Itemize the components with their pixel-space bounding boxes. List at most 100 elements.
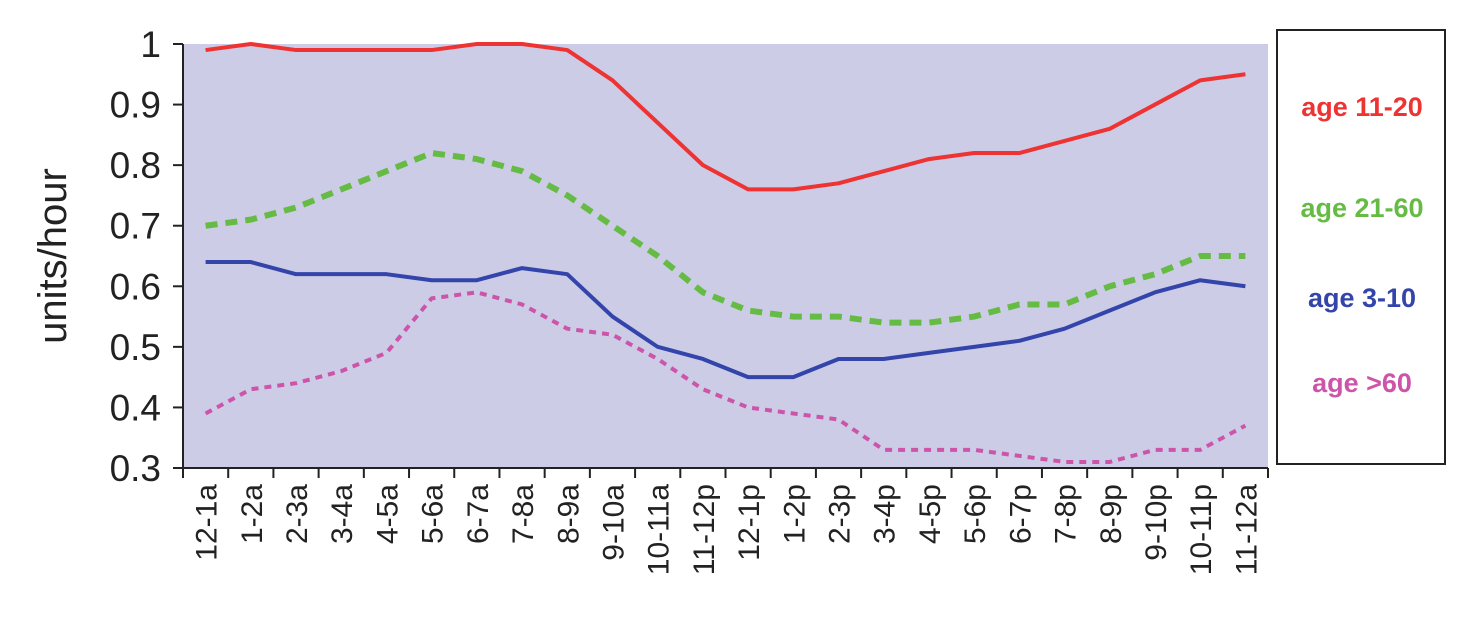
x-tick-label: 12-1a <box>191 484 224 561</box>
data-point <box>565 272 569 276</box>
data-point <box>430 278 434 282</box>
data-point <box>656 254 660 258</box>
data-point <box>791 375 795 379</box>
data-point <box>927 321 931 325</box>
data-point <box>294 272 298 276</box>
legend-entry: age 3-10 <box>1308 283 1416 313</box>
series-line-3 <box>204 290 1247 464</box>
y-axis-title: units/hour <box>31 168 75 344</box>
data-point <box>610 224 614 228</box>
data-point <box>791 315 795 319</box>
data-point <box>339 48 343 52</box>
data-point <box>927 351 931 355</box>
data-point <box>1108 127 1112 131</box>
data-point <box>837 418 841 422</box>
x-tick-label: 8-9a <box>552 484 585 544</box>
data-point <box>339 272 343 276</box>
data-point <box>249 218 253 222</box>
data-point <box>430 296 434 300</box>
data-point <box>791 411 795 415</box>
data-point <box>1063 139 1067 143</box>
plot-background <box>183 44 1268 468</box>
y-tick-label: 0.8 <box>110 145 161 186</box>
x-tick-label: 4-5a <box>371 484 404 544</box>
data-point <box>1198 254 1202 258</box>
x-tick-label: 8-9p <box>1095 484 1128 544</box>
data-point <box>1153 103 1157 107</box>
data-point <box>1108 309 1112 313</box>
data-point <box>882 448 886 452</box>
x-tick-label: 7-8a <box>507 484 540 544</box>
data-point <box>610 315 614 319</box>
x-tick-label: 2-3a <box>281 484 314 544</box>
x-tick-label: 11-12p <box>688 484 721 575</box>
legend-entry: age >60 <box>1312 368 1412 398</box>
data-point <box>1017 302 1021 306</box>
data-point <box>384 169 388 173</box>
data-point <box>384 351 388 355</box>
data-point <box>430 48 434 52</box>
series-line-1 <box>205 150 1246 326</box>
data-point <box>1108 460 1112 464</box>
data-point <box>475 42 479 46</box>
x-tick-label: 9-10p <box>1140 484 1173 561</box>
plot-area <box>183 44 1268 468</box>
x-tick-label: 5-6p <box>959 484 992 544</box>
x-tick-label: 3-4a <box>326 484 359 544</box>
data-point <box>1017 151 1021 155</box>
data-point <box>837 357 841 361</box>
data-point <box>1198 78 1202 82</box>
data-point <box>927 448 931 452</box>
data-point <box>249 260 253 264</box>
x-tick-label: 7-8p <box>1050 484 1083 544</box>
data-point <box>384 272 388 276</box>
legend: age 11-20 age 21-60 age 3-10 age >60 <box>1276 29 1446 465</box>
data-point <box>701 290 705 294</box>
data-point <box>384 48 388 52</box>
data-point <box>294 206 298 210</box>
data-point <box>520 266 524 270</box>
data-point <box>520 169 524 173</box>
x-tick-label: 2-3p <box>824 484 857 544</box>
data-point <box>972 448 976 452</box>
data-point <box>1198 448 1202 452</box>
data-point <box>1243 284 1247 288</box>
data-point <box>837 181 841 185</box>
series-line-2 <box>205 260 1246 380</box>
data-point <box>1198 278 1202 282</box>
data-point <box>656 121 660 125</box>
y-tick-label: 1 <box>140 24 161 65</box>
data-point <box>972 315 976 319</box>
data-point <box>294 381 298 385</box>
data-point <box>565 327 569 331</box>
data-point <box>746 405 750 409</box>
data-point <box>972 151 976 155</box>
x-tick-label: 3-4p <box>869 484 902 544</box>
x-tick-label: 5-6a <box>417 484 450 544</box>
data-point <box>520 302 524 306</box>
data-point <box>1153 448 1157 452</box>
series-lines <box>204 42 1247 464</box>
data-point <box>249 42 253 46</box>
data-point <box>927 157 931 161</box>
data-point <box>1243 424 1247 428</box>
data-point <box>746 187 750 191</box>
x-tick-label: 12-1p <box>733 484 766 561</box>
data-point <box>1063 327 1067 331</box>
data-point <box>1153 272 1157 276</box>
data-point <box>1243 254 1247 258</box>
data-point <box>882 169 886 173</box>
y-tick-label: 0.3 <box>110 448 161 489</box>
data-point <box>294 48 298 52</box>
data-point <box>1017 339 1021 343</box>
x-tick-label: 6-7a <box>462 484 495 544</box>
data-point <box>1017 454 1021 458</box>
legend-entry: age 11-20 <box>1301 92 1423 122</box>
data-point <box>656 345 660 349</box>
data-point <box>837 315 841 319</box>
data-point <box>972 345 976 349</box>
data-point <box>701 163 705 167</box>
data-point <box>475 157 479 161</box>
data-point <box>204 48 208 52</box>
